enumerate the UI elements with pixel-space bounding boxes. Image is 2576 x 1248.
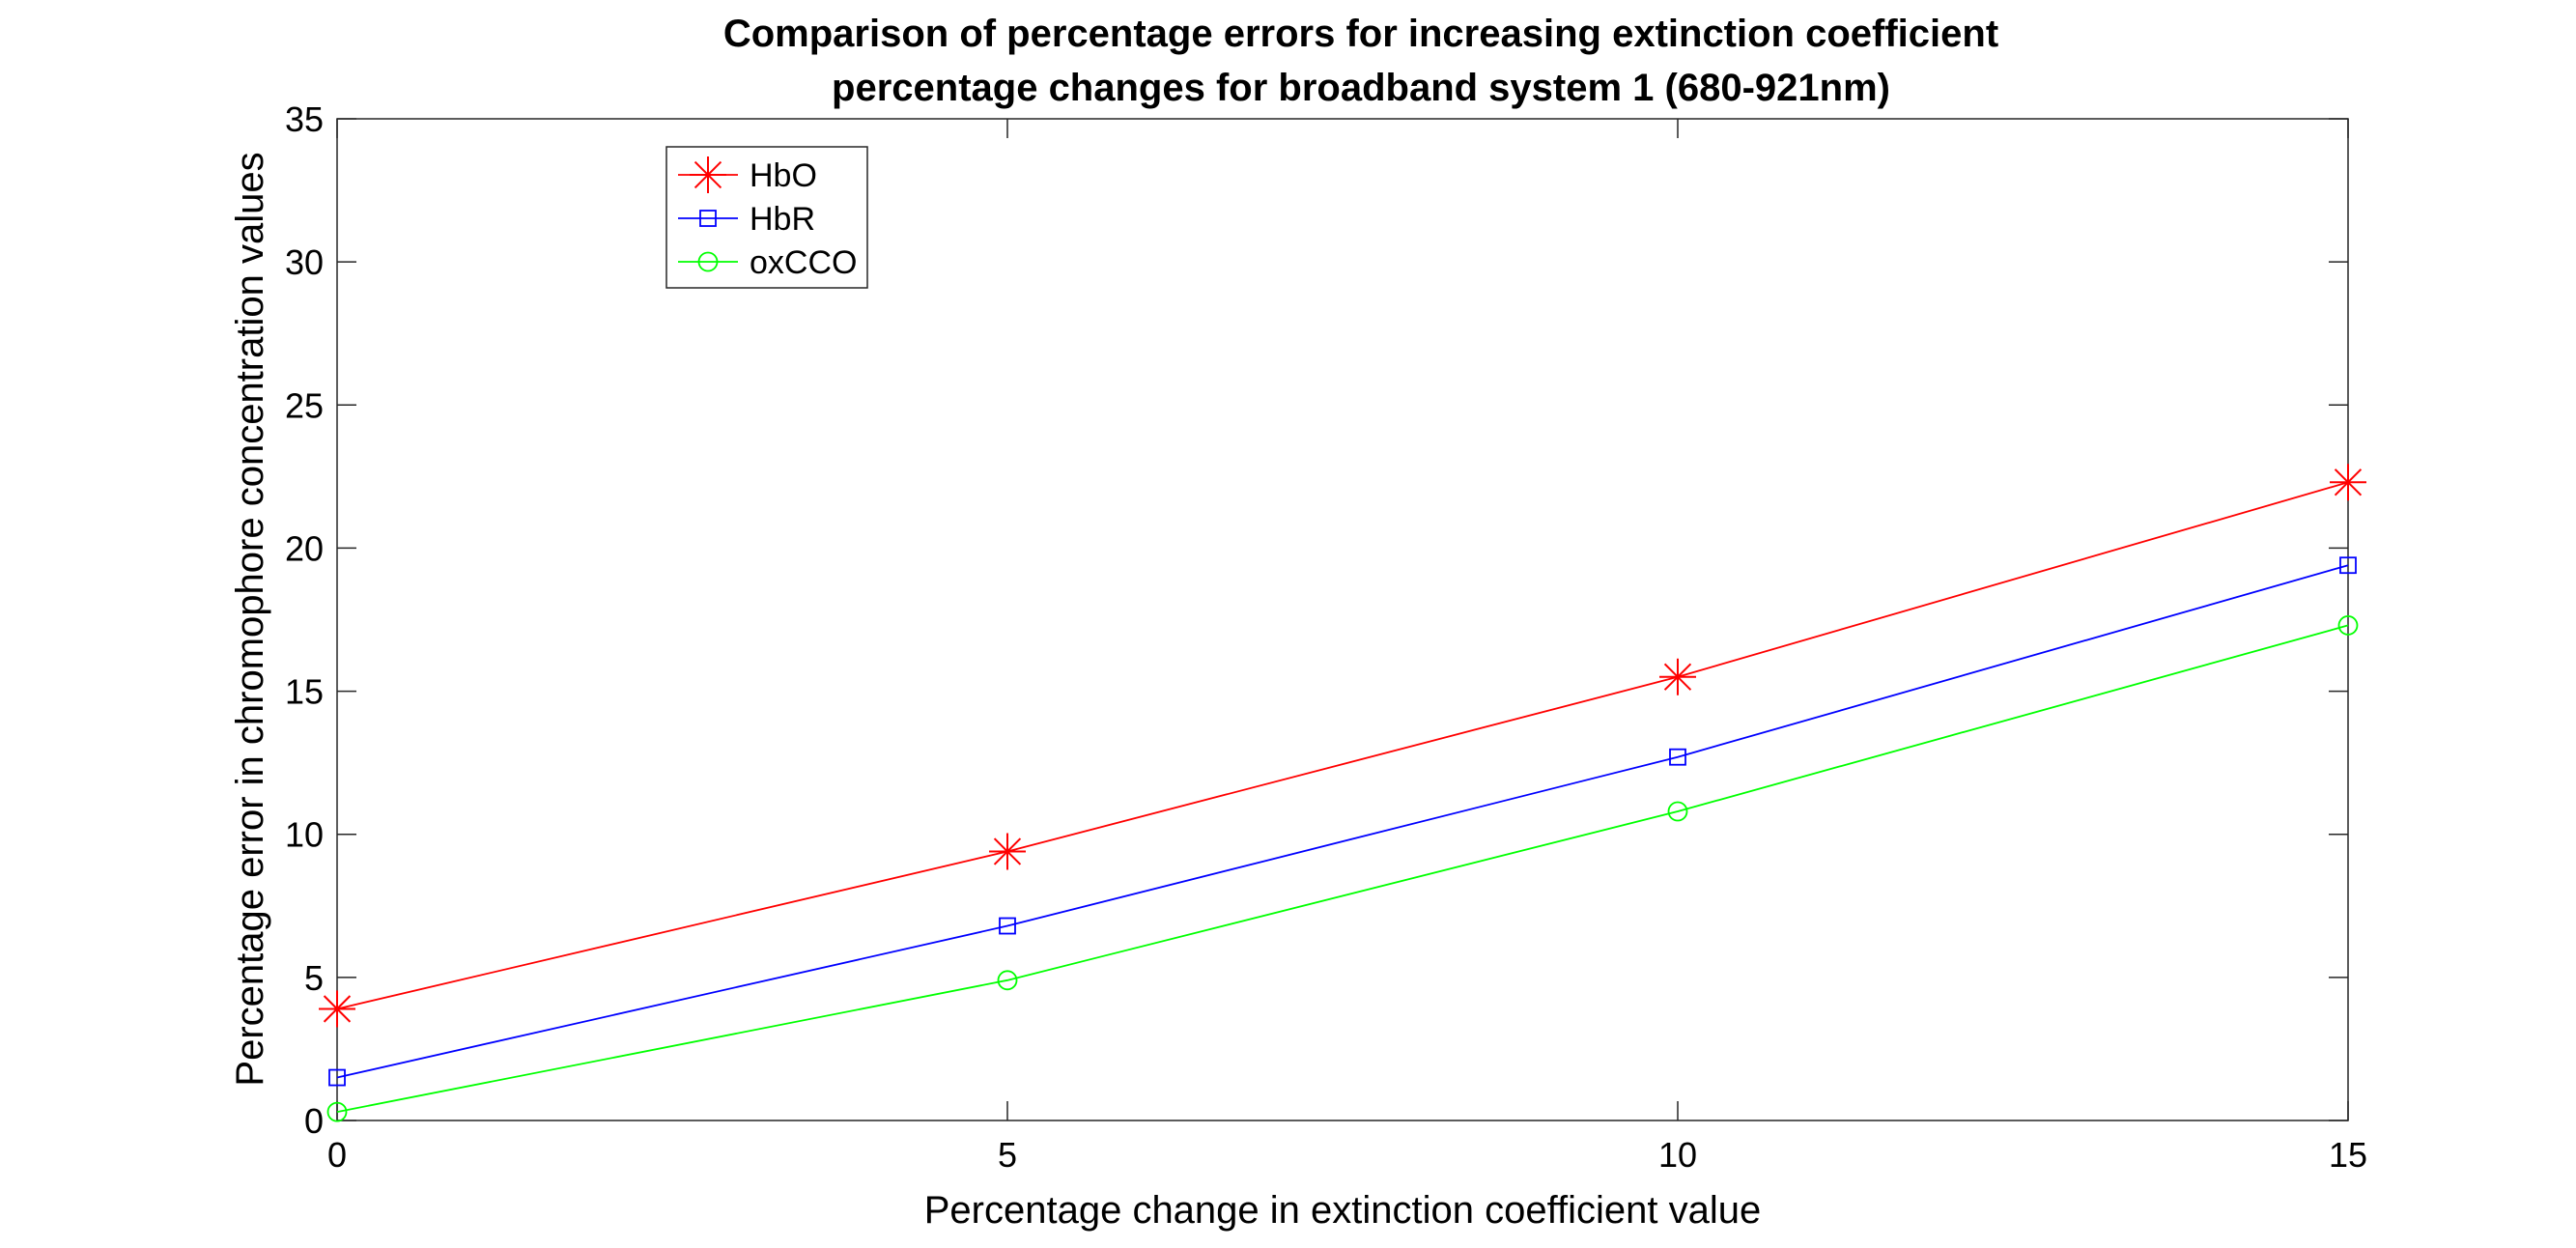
- legend-label-hbo: HbO: [750, 157, 817, 194]
- data-point-hbo: [989, 833, 1026, 870]
- y-axis: 0 5 10 15 20 25 30 35: [285, 99, 2348, 1141]
- data-point-hbo: [1659, 658, 1696, 695]
- y-tick-label: 5: [304, 958, 324, 998]
- chart-subtitle: percentage changes for broadband system …: [832, 67, 1890, 109]
- x-tick-label: 5: [998, 1135, 1017, 1175]
- data-point-hbr: [2339, 556, 2357, 575]
- data-point-hbr: [1669, 748, 1686, 766]
- x-tick-label: 15: [2329, 1135, 2367, 1175]
- data-point-oxcco: [1667, 801, 1688, 822]
- x-tick-label: 0: [327, 1135, 347, 1175]
- y-tick-label: 35: [285, 99, 324, 139]
- y-tick-label: 15: [285, 672, 324, 712]
- plot-area: 0 5 10 15 20 25 30 35 0 5 10 15: [285, 99, 2367, 1175]
- y-tick-label: 25: [285, 385, 324, 425]
- chart-title: Comparison of percentage errors for incr…: [723, 13, 1998, 55]
- legend: HbO HbR oxCCO: [665, 146, 868, 289]
- legend-marker-hbr: [699, 210, 717, 227]
- legend-marker-oxcco: [697, 251, 719, 272]
- data-point-hbo: [2330, 464, 2366, 501]
- legend-marker-hbo: [690, 156, 726, 193]
- legend-items: HbO HbR oxCCO: [678, 156, 857, 281]
- series-line-oxcco: [336, 624, 2349, 1113]
- data-point-hbr: [999, 917, 1016, 935]
- data-point-oxcco: [997, 970, 1018, 991]
- y-tick-label: 20: [285, 528, 324, 568]
- y-tick-label: 0: [304, 1101, 324, 1141]
- legend-label-oxcco: oxCCO: [750, 244, 857, 281]
- series-line-hbo: [336, 481, 2349, 1010]
- x-axis: 0 5 10 15: [327, 119, 2367, 1175]
- x-axis-label: Percentage change in extinction coeffici…: [924, 1189, 1762, 1232]
- series-layer: [319, 464, 2366, 1122]
- plot-frame: [336, 118, 2349, 1121]
- data-point-hbo: [319, 990, 355, 1028]
- y-axis-label: Percentage error in chromophore concentr…: [229, 152, 271, 1086]
- data-point-oxcco: [2337, 615, 2359, 636]
- x-tick-label: 10: [1658, 1135, 1697, 1175]
- y-tick-label: 10: [285, 815, 324, 855]
- data-point-oxcco: [326, 1101, 348, 1122]
- data-point-hbr: [328, 1068, 346, 1087]
- legend-label-hbr: HbR: [750, 201, 815, 238]
- y-tick-label: 30: [285, 242, 324, 282]
- series-line-hbr: [336, 564, 2349, 1079]
